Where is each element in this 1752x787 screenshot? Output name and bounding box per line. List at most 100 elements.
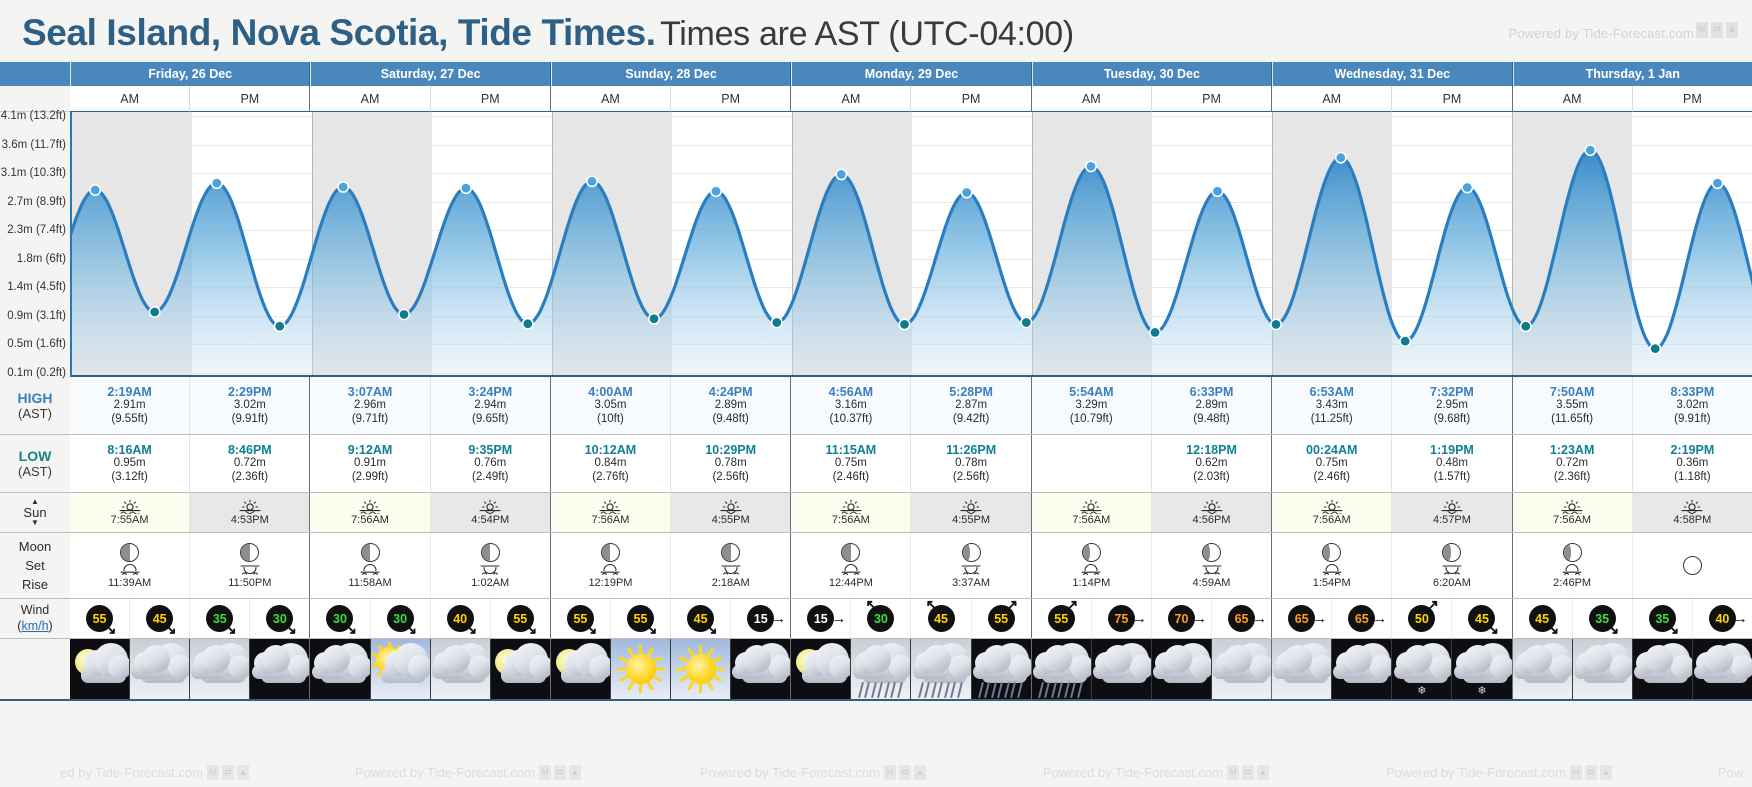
tide-marker-low-21[interactable] bbox=[1399, 335, 1412, 348]
day-header-4[interactable]: Tuesday, 30 Dec bbox=[1031, 62, 1273, 86]
weather-icon-cloudy-night-18[interactable] bbox=[1151, 639, 1213, 699]
weather-icon-cloudy-night-27[interactable] bbox=[1692, 639, 1752, 699]
tide-marker-high-14[interactable] bbox=[960, 186, 973, 199]
day-header-2[interactable]: Sunday, 28 Dec bbox=[550, 62, 792, 86]
weather-icon-rain-night-16[interactable] bbox=[1031, 639, 1092, 699]
tide-marker-low-11[interactable] bbox=[770, 316, 783, 329]
tide-marker-low-25[interactable] bbox=[1649, 342, 1662, 355]
weather-icon-sunny-9[interactable] bbox=[610, 639, 672, 699]
tide-marker-high-16[interactable] bbox=[1084, 160, 1097, 173]
high-tide-cell-pm-4[interactable]: 6:33PM 2.89m (9.48ft) bbox=[1151, 377, 1272, 434]
weather-icon-cloudy-25[interactable] bbox=[1572, 639, 1633, 699]
high-tide-cell-am-1[interactable]: 3:07AM 2.96m (9.71ft) bbox=[310, 377, 431, 434]
weather-icon-partly-cloudy-night-7[interactable] bbox=[490, 639, 550, 699]
weather-icon-cloudy-night-17[interactable] bbox=[1091, 639, 1152, 699]
wind-cell-1[interactable]: 45 ↘ bbox=[130, 599, 191, 638]
low-tide-cell-pm-6[interactable]: 2:19PM 0.36m (1.18ft) bbox=[1632, 435, 1752, 492]
high-tide-cell-pm-6[interactable]: 8:33PM 3.02m (9.91ft) bbox=[1632, 377, 1752, 434]
high-tide-cell-am-3[interactable]: 4:56AM 3.16m (10.37ft) bbox=[791, 377, 912, 434]
wind-cell-23[interactable]: 45 ↘ bbox=[1452, 599, 1512, 638]
tide-marker-high-24[interactable] bbox=[1584, 144, 1597, 157]
weather-icon-rain-13[interactable] bbox=[851, 639, 912, 699]
weather-icon-rain-14[interactable] bbox=[911, 639, 972, 699]
tide-marker-high-26[interactable] bbox=[1711, 177, 1724, 190]
high-tide-cell-pm-2[interactable]: 4:24PM 2.89m (9.48ft) bbox=[671, 377, 791, 434]
low-tide-cell-pm-1[interactable]: 9:35PM 0.76m (2.49ft) bbox=[430, 435, 550, 492]
low-tide-cell-am-6[interactable]: 1:23AM 0.72m (2.36ft) bbox=[1512, 435, 1633, 492]
wind-cell-19[interactable]: 65 → bbox=[1212, 599, 1272, 638]
tide-marker-low-17[interactable] bbox=[1149, 326, 1162, 339]
wind-cell-9[interactable]: 55 ↘ bbox=[610, 599, 672, 638]
weather-icon-cloudy-night-21[interactable] bbox=[1332, 639, 1393, 699]
wind-cell-16[interactable]: 55 ↗ bbox=[1031, 598, 1092, 638]
low-tide-cell-am-4[interactable] bbox=[1031, 435, 1152, 492]
weather-icon-cloudy-2[interactable] bbox=[190, 639, 251, 699]
tide-marker-high-22[interactable] bbox=[1461, 181, 1474, 194]
high-tide-cell-am-0[interactable]: 2:19AM 2.91m (9.55ft) bbox=[70, 377, 191, 434]
high-tide-cell-pm-5[interactable]: 7:32PM 2.95m (9.68ft) bbox=[1392, 377, 1512, 434]
high-tide-cell-am-2[interactable]: 4:00AM 3.05m (10ft) bbox=[550, 377, 672, 434]
tide-marker-low-1[interactable] bbox=[148, 306, 161, 318]
weather-icon-partly-cloudy-night-12[interactable] bbox=[791, 639, 852, 699]
wind-cell-17[interactable]: 75 → bbox=[1091, 599, 1152, 638]
tide-marker-high-6[interactable] bbox=[459, 182, 472, 195]
low-tide-cell-pm-5[interactable]: 1:19PM 0.48m (1.57ft) bbox=[1392, 435, 1512, 492]
weather-icon-cloudy-night-26[interactable] bbox=[1632, 639, 1693, 699]
tide-marker-high-2[interactable] bbox=[210, 177, 223, 190]
tide-marker-low-7[interactable] bbox=[521, 317, 534, 330]
weather-icon-partly-cloudy-night-8[interactable] bbox=[550, 639, 611, 699]
wind-cell-7[interactable]: 55 ↘ bbox=[490, 599, 550, 638]
day-header-5[interactable]: Wednesday, 31 Dec bbox=[1272, 62, 1513, 86]
tide-marker-low-5[interactable] bbox=[397, 308, 410, 321]
weather-icon-cloudy-night-3[interactable] bbox=[250, 639, 310, 699]
high-tide-cell-am-4[interactable]: 5:54AM 3.29m (10.79ft) bbox=[1031, 377, 1152, 434]
tide-marker-low-19[interactable] bbox=[1270, 318, 1283, 331]
weather-icon-snow-night-22[interactable]: ❄ bbox=[1392, 639, 1453, 699]
tide-marker-high-8[interactable] bbox=[585, 175, 598, 188]
wind-cell-10[interactable]: 45 ↘ bbox=[671, 599, 732, 638]
weather-icon-rain-night-15[interactable] bbox=[971, 639, 1031, 699]
wind-cell-15[interactable]: 55 ↗ bbox=[971, 598, 1031, 638]
wind-cell-8[interactable]: 55 ↘ bbox=[550, 599, 611, 638]
wind-cell-5[interactable]: 30 ↘ bbox=[370, 599, 431, 638]
weather-icon-snow-night-23[interactable]: ❄ bbox=[1452, 639, 1512, 699]
day-header-0[interactable]: Friday, 26 Dec bbox=[70, 62, 311, 86]
day-header-6[interactable]: Thursday, 1 Jan bbox=[1512, 62, 1752, 86]
tide-marker-high-20[interactable] bbox=[1334, 151, 1347, 164]
wind-unit-link[interactable]: km/h bbox=[21, 618, 49, 633]
weather-icon-cloudy-night-11[interactable] bbox=[731, 639, 791, 699]
high-tide-cell-pm-0[interactable]: 2:29PM 3.02m (9.91ft) bbox=[190, 377, 310, 434]
tide-marker-low-13[interactable] bbox=[898, 318, 911, 331]
wind-cell-0[interactable]: 55 ↘ bbox=[70, 599, 131, 638]
weather-icon-cloudy-24[interactable] bbox=[1512, 639, 1573, 699]
wind-cell-26[interactable]: 35 ↘ bbox=[1632, 599, 1693, 638]
low-tide-cell-am-5[interactable]: 00:24AM 0.75m (2.46ft) bbox=[1272, 435, 1393, 492]
weather-icon-partly-cloudy-night-0[interactable] bbox=[70, 639, 131, 699]
weather-icon-cloudy-6[interactable] bbox=[430, 639, 491, 699]
tide-marker-high-12[interactable] bbox=[835, 168, 848, 181]
low-tide-cell-pm-0[interactable]: 8:46PM 0.72m (2.36ft) bbox=[190, 435, 310, 492]
wind-cell-13[interactable]: 30 ↖ bbox=[851, 598, 912, 638]
weather-icon-cloudy-19[interactable] bbox=[1212, 639, 1272, 699]
low-tide-cell-am-1[interactable]: 9:12AM 0.91m (2.99ft) bbox=[310, 435, 431, 492]
tide-marker-high-18[interactable] bbox=[1211, 185, 1224, 198]
tide-marker-low-9[interactable] bbox=[647, 312, 660, 325]
wind-cell-22[interactable]: 50 ↗ bbox=[1392, 598, 1453, 638]
day-header-3[interactable]: Monday, 29 Dec bbox=[791, 62, 1032, 86]
wind-cell-14[interactable]: 45 ↖ bbox=[911, 598, 972, 638]
wind-cell-2[interactable]: 35 ↘ bbox=[190, 599, 251, 638]
high-tide-cell-am-5[interactable]: 6:53AM 3.43m (11.25ft) bbox=[1272, 377, 1393, 434]
wind-cell-27[interactable]: 40 → bbox=[1692, 599, 1752, 638]
low-tide-cell-pm-3[interactable]: 11:26PM 0.78m (2.56ft) bbox=[911, 435, 1031, 492]
tide-marker-high-0[interactable] bbox=[89, 184, 102, 196]
tide-curve-plot[interactable] bbox=[70, 112, 1752, 377]
low-tide-cell-am-0[interactable]: 8:16AM 0.95m (3.12ft) bbox=[70, 435, 191, 492]
tide-marker-low-15[interactable] bbox=[1020, 316, 1033, 329]
weather-icon-cloudy-night-4[interactable] bbox=[310, 639, 371, 699]
wind-cell-4[interactable]: 30 ↘ bbox=[310, 599, 371, 638]
tide-marker-low-3[interactable] bbox=[273, 320, 286, 333]
low-tide-cell-pm-4[interactable]: 12:18PM 0.62m (2.03ft) bbox=[1151, 435, 1272, 492]
weather-icon-cloudy-20[interactable] bbox=[1272, 639, 1333, 699]
high-tide-cell-pm-3[interactable]: 5:28PM 2.87m (9.42ft) bbox=[911, 377, 1031, 434]
wind-cell-18[interactable]: 70 → bbox=[1151, 599, 1213, 638]
